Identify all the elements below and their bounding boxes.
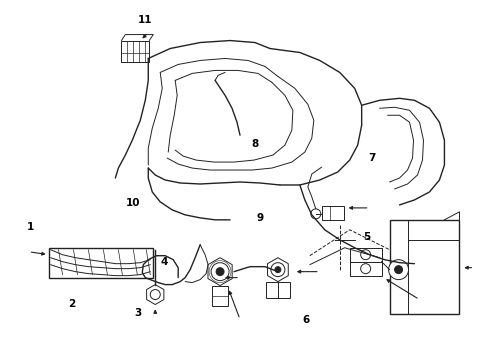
FancyBboxPatch shape bbox=[212, 285, 228, 306]
Text: 10: 10 bbox=[125, 198, 140, 208]
FancyBboxPatch shape bbox=[322, 206, 343, 220]
Text: 9: 9 bbox=[256, 213, 263, 222]
Polygon shape bbox=[147, 285, 164, 305]
Circle shape bbox=[394, 266, 403, 274]
Circle shape bbox=[150, 289, 160, 300]
Text: 11: 11 bbox=[138, 15, 152, 26]
FancyBboxPatch shape bbox=[390, 220, 460, 315]
Circle shape bbox=[216, 268, 224, 276]
Polygon shape bbox=[268, 258, 288, 282]
Text: 2: 2 bbox=[68, 299, 75, 309]
Circle shape bbox=[361, 264, 370, 274]
Text: 6: 6 bbox=[302, 315, 310, 325]
FancyBboxPatch shape bbox=[350, 262, 382, 276]
Text: 7: 7 bbox=[368, 153, 376, 163]
Polygon shape bbox=[208, 258, 232, 285]
Text: 5: 5 bbox=[364, 232, 371, 242]
FancyBboxPatch shape bbox=[350, 248, 382, 262]
Text: 1: 1 bbox=[26, 222, 34, 231]
Circle shape bbox=[361, 250, 370, 260]
Text: 8: 8 bbox=[251, 139, 258, 149]
FancyBboxPatch shape bbox=[122, 41, 149, 62]
Circle shape bbox=[275, 267, 281, 273]
FancyBboxPatch shape bbox=[266, 282, 290, 298]
Circle shape bbox=[211, 263, 229, 280]
Circle shape bbox=[271, 263, 285, 276]
Text: 3: 3 bbox=[134, 308, 141, 318]
Text: 4: 4 bbox=[161, 257, 168, 267]
Circle shape bbox=[311, 209, 321, 219]
Circle shape bbox=[389, 260, 409, 280]
